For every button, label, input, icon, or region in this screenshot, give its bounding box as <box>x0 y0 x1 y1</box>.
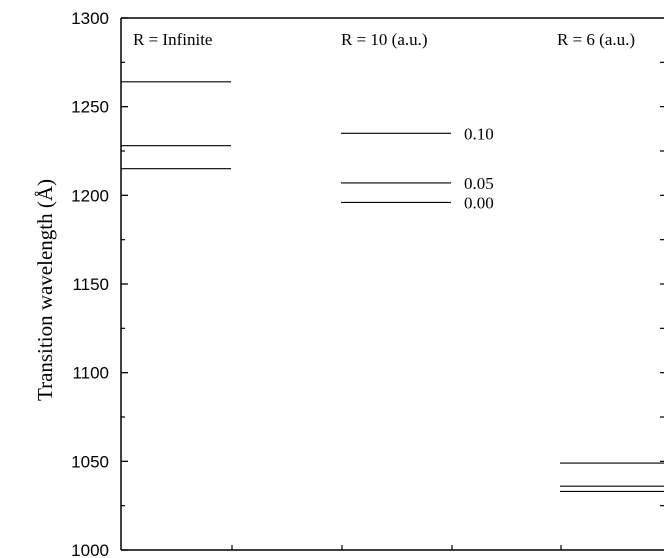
level-value-label: 0.10 <box>464 124 494 143</box>
y-tick-label: 1050 <box>71 452 109 471</box>
y-tick-label: 1200 <box>71 186 109 205</box>
y-tick-label: 1100 <box>72 364 109 383</box>
y-tick-label: 1000 <box>71 541 109 558</box>
y-tick-label: 1300 <box>71 9 109 28</box>
level-value-label: 0.00 <box>464 193 494 212</box>
column-label: R = Infinite <box>133 30 212 49</box>
axis-group <box>120 17 664 551</box>
level-value-label: 0.05 <box>464 174 494 193</box>
y-tick-label: 1150 <box>72 275 109 294</box>
levels-group: 0.10 0.050.00 <box>121 81 664 493</box>
column-label: R = 6 (a.u.) <box>557 30 635 49</box>
ticks-group: 1000 1050 1100 1150 1200 1250 1300 <box>71 9 664 558</box>
column-label: R = 10 (a.u.) <box>341 30 428 49</box>
y-tick-label: 1250 <box>71 98 109 117</box>
column-labels: R = Infinite R = 10 (a.u.) R = 6 (a.u.) <box>133 30 635 49</box>
y-axis-title: Transition wavelength (Å) <box>33 179 57 401</box>
